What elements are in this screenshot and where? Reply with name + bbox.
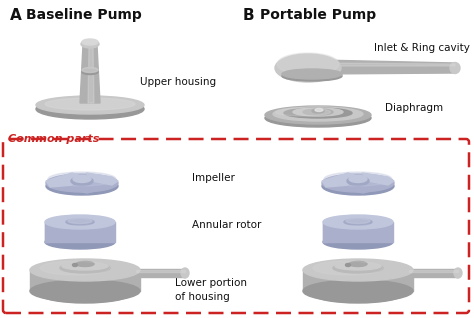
Ellipse shape	[282, 71, 342, 81]
Ellipse shape	[48, 172, 116, 186]
Ellipse shape	[62, 262, 108, 270]
Ellipse shape	[60, 263, 110, 273]
Ellipse shape	[40, 285, 130, 303]
Polygon shape	[323, 222, 327, 242]
Ellipse shape	[333, 263, 383, 273]
Ellipse shape	[273, 107, 363, 121]
Ellipse shape	[293, 108, 343, 116]
Ellipse shape	[313, 282, 403, 300]
Ellipse shape	[71, 176, 93, 185]
Ellipse shape	[322, 177, 394, 195]
Polygon shape	[318, 63, 455, 66]
Ellipse shape	[275, 108, 330, 116]
Ellipse shape	[45, 235, 115, 249]
Text: Diaphragm: Diaphragm	[385, 103, 443, 113]
Polygon shape	[45, 222, 49, 242]
Ellipse shape	[36, 96, 144, 114]
Polygon shape	[303, 270, 413, 291]
Text: A: A	[10, 8, 22, 23]
Ellipse shape	[322, 174, 394, 192]
Ellipse shape	[323, 215, 393, 229]
Ellipse shape	[51, 285, 119, 297]
Ellipse shape	[40, 261, 110, 275]
Ellipse shape	[349, 176, 367, 183]
Ellipse shape	[454, 268, 462, 278]
Polygon shape	[46, 173, 84, 187]
Text: Lower portion
of housing: Lower portion of housing	[175, 278, 247, 301]
Ellipse shape	[303, 280, 413, 302]
Ellipse shape	[40, 282, 130, 300]
Text: Portable Pump: Portable Pump	[260, 8, 376, 22]
Ellipse shape	[30, 280, 140, 302]
Text: B: B	[243, 8, 255, 23]
Polygon shape	[30, 270, 140, 291]
Ellipse shape	[284, 108, 352, 118]
Ellipse shape	[181, 268, 189, 278]
Ellipse shape	[82, 67, 98, 73]
Ellipse shape	[81, 40, 99, 48]
Ellipse shape	[450, 63, 460, 73]
Polygon shape	[136, 270, 185, 272]
Polygon shape	[45, 222, 115, 242]
Ellipse shape	[347, 176, 369, 185]
Polygon shape	[323, 222, 393, 242]
Polygon shape	[86, 173, 118, 185]
Ellipse shape	[323, 235, 393, 249]
Ellipse shape	[324, 172, 392, 186]
Ellipse shape	[335, 262, 381, 270]
Ellipse shape	[66, 219, 94, 225]
Polygon shape	[409, 269, 458, 277]
Ellipse shape	[346, 218, 370, 224]
Text: Common parts: Common parts	[8, 134, 100, 144]
Ellipse shape	[45, 98, 135, 110]
Polygon shape	[343, 185, 378, 193]
Polygon shape	[362, 173, 394, 185]
Ellipse shape	[68, 218, 92, 224]
Ellipse shape	[303, 109, 333, 115]
Ellipse shape	[30, 259, 140, 281]
Ellipse shape	[313, 261, 383, 275]
Ellipse shape	[303, 259, 413, 281]
Polygon shape	[80, 45, 100, 103]
Polygon shape	[409, 270, 458, 272]
Ellipse shape	[36, 99, 144, 119]
Ellipse shape	[265, 106, 371, 124]
Ellipse shape	[82, 39, 98, 45]
Ellipse shape	[313, 285, 403, 303]
Polygon shape	[136, 269, 185, 277]
Ellipse shape	[46, 177, 118, 195]
Ellipse shape	[312, 109, 324, 113]
Text: Baseline Pump: Baseline Pump	[26, 8, 142, 22]
Polygon shape	[67, 185, 102, 193]
Ellipse shape	[315, 108, 323, 112]
Polygon shape	[318, 60, 455, 74]
Ellipse shape	[265, 109, 371, 127]
Ellipse shape	[277, 53, 339, 75]
Ellipse shape	[349, 261, 367, 266]
Ellipse shape	[346, 264, 350, 266]
Text: Upper housing: Upper housing	[140, 77, 216, 87]
Ellipse shape	[344, 219, 372, 225]
Ellipse shape	[45, 215, 115, 229]
Ellipse shape	[324, 285, 392, 297]
Ellipse shape	[73, 264, 78, 266]
Text: Inlet & Ring cavity: Inlet & Ring cavity	[374, 43, 470, 53]
Ellipse shape	[275, 54, 341, 82]
Ellipse shape	[82, 70, 98, 74]
Ellipse shape	[326, 216, 381, 226]
Ellipse shape	[76, 261, 94, 266]
Ellipse shape	[47, 216, 102, 226]
Ellipse shape	[73, 176, 91, 183]
Polygon shape	[322, 173, 360, 187]
Ellipse shape	[46, 174, 118, 192]
Polygon shape	[88, 45, 94, 103]
Text: Impeller: Impeller	[192, 173, 235, 183]
Ellipse shape	[282, 69, 342, 79]
Text: Annular rotor: Annular rotor	[192, 220, 261, 230]
